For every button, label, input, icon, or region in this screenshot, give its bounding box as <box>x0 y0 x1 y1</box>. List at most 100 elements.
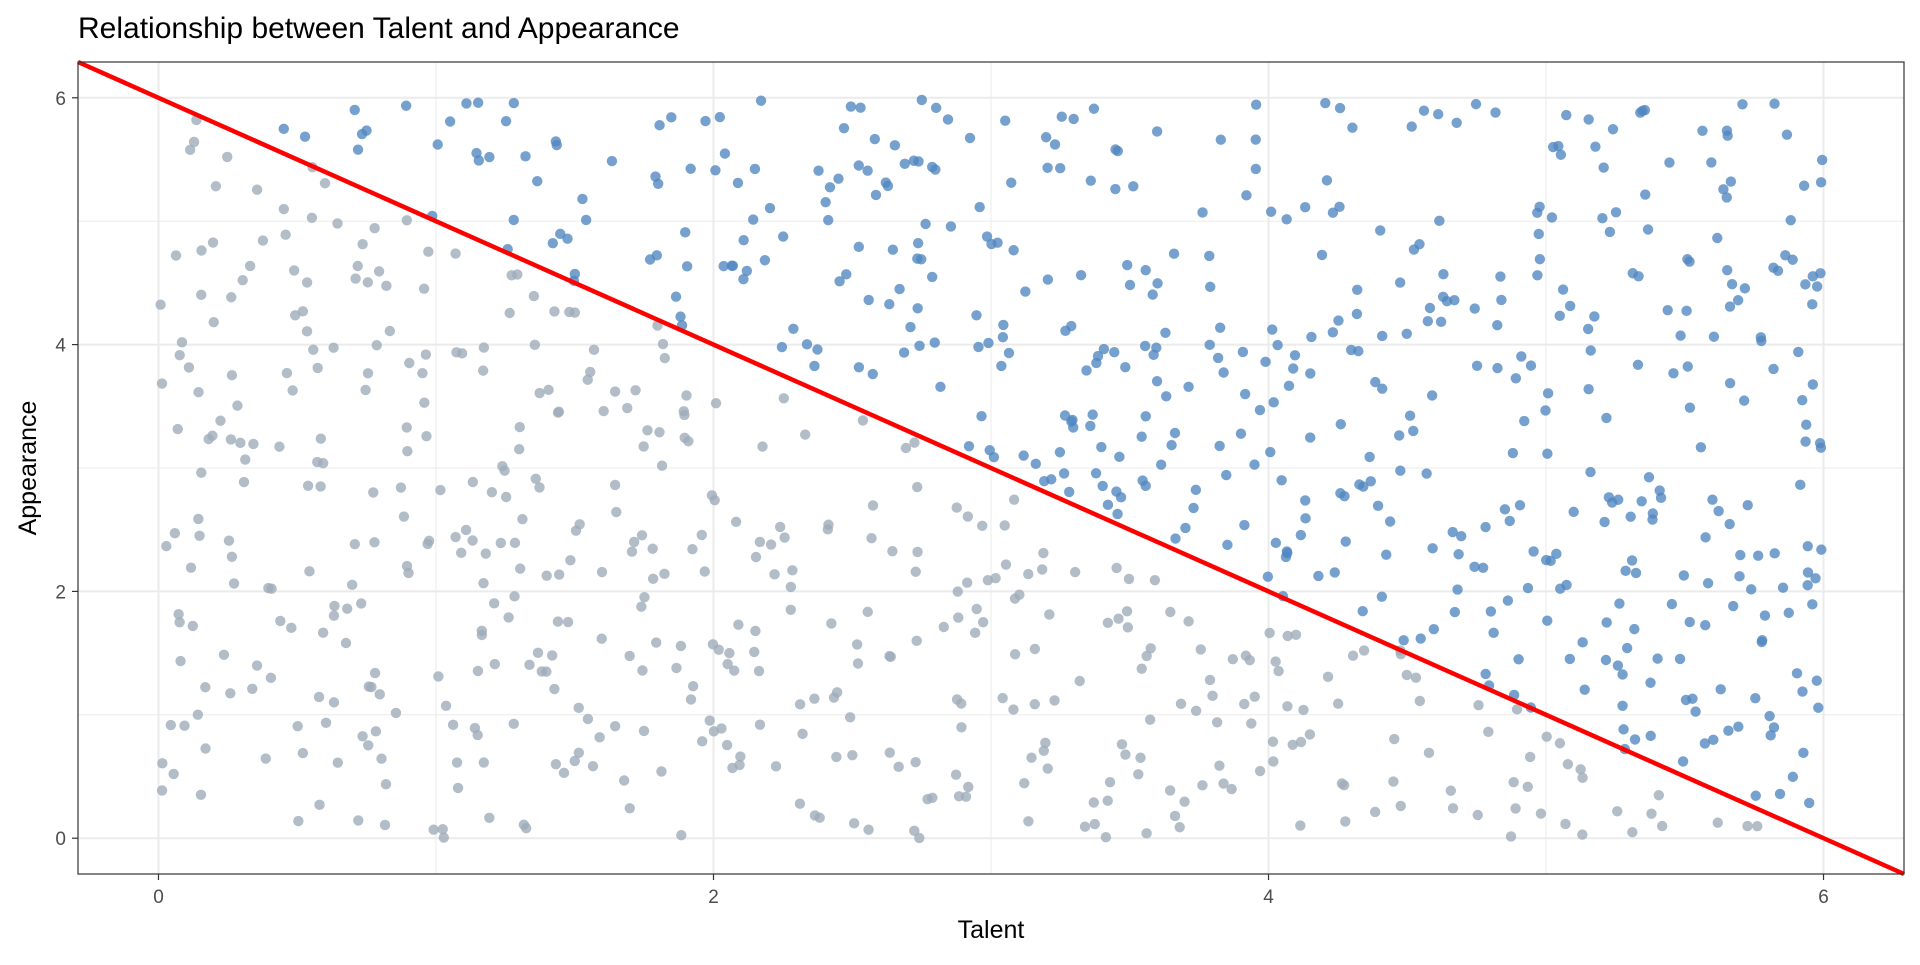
point-below-line <box>1145 643 1156 654</box>
point-above-line <box>1636 496 1647 507</box>
point-above-line <box>1647 514 1658 525</box>
axis-ticks: 0 2 4 6 0 2 4 6 <box>55 89 1828 908</box>
point-above-line <box>1629 734 1641 745</box>
point-above-line <box>1662 304 1673 316</box>
point-below-line <box>363 740 374 751</box>
point-above-line <box>651 250 663 261</box>
point-below-line <box>1195 644 1206 655</box>
point-below-line <box>281 367 293 379</box>
point-above-line <box>1699 738 1711 749</box>
reference-line-group <box>77 59 1905 877</box>
point-above-line <box>1300 495 1311 506</box>
point-below-line <box>401 215 413 226</box>
point-below-line <box>168 768 179 780</box>
point-below-line <box>328 697 340 708</box>
point-above-line <box>1085 175 1097 186</box>
point-below-line <box>797 728 808 740</box>
point-below-line <box>828 692 840 703</box>
point-below-line <box>1190 705 1202 717</box>
point-above-line <box>1018 450 1029 461</box>
point-below-line <box>1535 808 1547 819</box>
point-below-line <box>1447 803 1459 814</box>
point-below-line <box>360 384 371 396</box>
point-above-line <box>299 131 311 142</box>
point-below-line <box>1473 699 1484 711</box>
point-below-line <box>541 570 552 581</box>
point-below-line <box>1123 573 1135 585</box>
point-above-line <box>1800 279 1811 290</box>
point-above-line <box>882 180 894 192</box>
point-above-line <box>912 237 924 249</box>
point-below-line <box>332 218 343 229</box>
point-below-line <box>1164 785 1176 796</box>
point-below-line <box>671 662 682 674</box>
point-above-line <box>1769 548 1780 559</box>
point-above-line <box>1415 633 1426 644</box>
point-above-line <box>1306 331 1317 343</box>
point-above-line <box>1289 350 1301 361</box>
point-above-line <box>1684 616 1695 628</box>
point-above-line <box>1038 475 1050 487</box>
point-above-line <box>1241 190 1252 201</box>
point-below-line <box>315 481 326 492</box>
point-below-line <box>1270 656 1281 667</box>
point-below-line <box>1273 665 1284 677</box>
point-above-line <box>1774 788 1786 800</box>
point-above-line <box>432 139 443 150</box>
point-below-line <box>1014 589 1025 600</box>
point-above-line <box>1020 286 1031 297</box>
point-above-line <box>1352 284 1363 295</box>
point-above-line <box>1674 653 1686 665</box>
point-above-line <box>749 163 761 175</box>
point-below-line <box>308 344 319 355</box>
point-above-line <box>532 176 543 187</box>
point-above-line <box>1212 352 1224 364</box>
point-below-line <box>683 436 694 447</box>
point-above-line <box>867 368 878 380</box>
point-below-line <box>530 473 541 484</box>
point-below-line <box>1244 654 1256 666</box>
point-above-line <box>500 115 512 127</box>
point-below-line <box>962 577 973 588</box>
point-below-line <box>657 338 669 350</box>
point-below-line <box>750 625 761 637</box>
point-below-line <box>200 682 211 693</box>
point-above-line <box>1066 320 1077 332</box>
reference-line <box>77 59 1905 877</box>
point-below-line <box>1113 613 1124 624</box>
point-below-line <box>1135 752 1146 763</box>
point-above-line <box>1800 436 1811 447</box>
point-above-line <box>741 265 753 277</box>
point-above-line <box>920 218 931 230</box>
point-below-line <box>636 601 647 612</box>
point-below-line <box>977 520 988 531</box>
point-below-line <box>488 598 500 609</box>
point-below-line <box>187 620 198 632</box>
point-above-line <box>1798 180 1810 191</box>
point-below-line <box>349 538 361 550</box>
point-below-line <box>1029 699 1040 710</box>
point-below-line <box>887 545 898 557</box>
point-above-line <box>1632 359 1644 371</box>
point-below-line <box>504 307 515 319</box>
point-above-line <box>1643 472 1655 483</box>
point-below-line <box>172 423 183 435</box>
point-below-line <box>785 581 797 593</box>
point-below-line <box>565 555 576 566</box>
point-above-line <box>681 261 693 272</box>
point-above-line <box>1534 201 1545 212</box>
point-below-line <box>822 524 834 535</box>
point-above-line <box>1058 468 1070 479</box>
x-tick-label: 4 <box>1263 887 1274 908</box>
point-above-line <box>1528 546 1539 557</box>
point-below-line <box>196 245 207 256</box>
point-above-line <box>1140 411 1151 422</box>
point-above-line <box>1295 529 1307 541</box>
point-below-line <box>200 743 211 754</box>
point-below-line <box>866 532 877 544</box>
point-below-line <box>558 767 570 779</box>
point-below-line <box>1554 738 1566 749</box>
point-above-line <box>1675 330 1686 341</box>
point-below-line <box>753 665 765 677</box>
